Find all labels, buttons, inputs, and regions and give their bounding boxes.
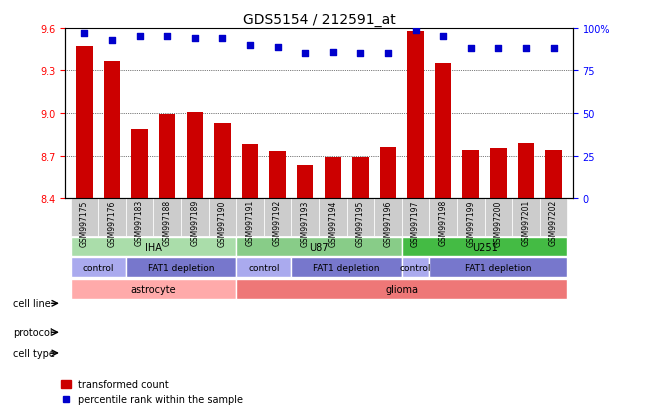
Text: GSM997196: GSM997196 (383, 200, 393, 246)
Point (521, 46, 531, 52)
Text: GSM997200: GSM997200 (494, 200, 503, 246)
Bar (187, 112, 203, 199)
FancyBboxPatch shape (70, 237, 236, 257)
FancyBboxPatch shape (236, 258, 292, 278)
FancyBboxPatch shape (512, 199, 540, 236)
Bar (132, 129, 148, 199)
Point (217, 36, 228, 43)
FancyBboxPatch shape (208, 199, 236, 236)
Bar (490, 149, 506, 199)
Text: GSM997176: GSM997176 (107, 200, 117, 246)
Title: GDS5154 / 212591_at: GDS5154 / 212591_at (243, 12, 395, 26)
FancyBboxPatch shape (484, 199, 512, 236)
FancyBboxPatch shape (154, 199, 181, 236)
Text: FAT1 depletion: FAT1 depletion (313, 263, 380, 272)
FancyBboxPatch shape (430, 199, 457, 236)
FancyBboxPatch shape (402, 237, 568, 257)
FancyBboxPatch shape (264, 199, 292, 236)
Bar (462, 150, 479, 199)
Text: glioma: glioma (385, 285, 419, 294)
Text: U87: U87 (309, 242, 329, 252)
FancyBboxPatch shape (319, 199, 346, 236)
Text: U251: U251 (472, 242, 497, 252)
Text: cell line: cell line (13, 299, 51, 309)
Text: GSM997175: GSM997175 (80, 200, 89, 246)
Text: GSM997194: GSM997194 (328, 200, 337, 246)
Text: IHA: IHA (145, 242, 162, 252)
Text: control: control (248, 263, 279, 272)
Point (245, 43, 255, 49)
FancyBboxPatch shape (402, 258, 430, 278)
FancyBboxPatch shape (292, 258, 402, 278)
Bar (380, 148, 396, 199)
Text: control: control (400, 263, 432, 272)
FancyBboxPatch shape (70, 199, 98, 236)
Legend: transformed count, percentile rank within the sample: transformed count, percentile rank withi… (57, 375, 247, 408)
FancyBboxPatch shape (540, 199, 568, 236)
Bar (297, 166, 314, 199)
Text: GSM997201: GSM997201 (521, 200, 531, 246)
Bar (408, 32, 424, 199)
Text: GSM997183: GSM997183 (135, 200, 144, 246)
Bar (270, 152, 286, 199)
Bar (104, 62, 120, 199)
Point (107, 38, 117, 44)
Point (438, 34, 449, 41)
Bar (324, 157, 341, 199)
Bar (214, 123, 230, 199)
Text: protocol: protocol (13, 328, 53, 337)
Text: FAT1 depletion: FAT1 depletion (465, 263, 532, 272)
FancyBboxPatch shape (70, 280, 236, 299)
Text: GSM997192: GSM997192 (273, 200, 282, 246)
Point (548, 46, 559, 52)
Bar (159, 115, 176, 199)
FancyBboxPatch shape (292, 199, 319, 236)
FancyBboxPatch shape (430, 258, 568, 278)
FancyBboxPatch shape (374, 199, 402, 236)
Bar (352, 157, 368, 199)
Point (493, 46, 504, 52)
FancyBboxPatch shape (126, 258, 236, 278)
Point (79, 31, 90, 37)
FancyBboxPatch shape (236, 280, 568, 299)
Point (189, 36, 200, 43)
Point (134, 34, 145, 41)
Text: GSM997197: GSM997197 (411, 200, 420, 246)
FancyBboxPatch shape (402, 199, 430, 236)
Text: GSM997193: GSM997193 (301, 200, 310, 246)
FancyBboxPatch shape (98, 199, 126, 236)
Point (410, 27, 421, 34)
Point (327, 50, 338, 56)
Bar (242, 145, 258, 199)
Bar (546, 150, 562, 199)
FancyBboxPatch shape (236, 199, 264, 236)
Bar (518, 143, 534, 199)
FancyBboxPatch shape (181, 199, 208, 236)
Point (465, 46, 476, 52)
Text: GSM997189: GSM997189 (190, 200, 199, 246)
Text: FAT1 depletion: FAT1 depletion (148, 263, 214, 272)
Point (272, 44, 283, 51)
Point (383, 51, 393, 58)
Text: GSM997202: GSM997202 (549, 200, 558, 246)
Text: GSM997199: GSM997199 (466, 200, 475, 246)
Text: GSM997188: GSM997188 (163, 200, 172, 246)
FancyBboxPatch shape (346, 199, 374, 236)
Point (355, 51, 366, 58)
Text: cell type: cell type (13, 348, 55, 358)
Point (162, 34, 173, 41)
Bar (435, 64, 451, 199)
Bar (76, 47, 92, 199)
Text: GSM997191: GSM997191 (245, 200, 255, 246)
FancyBboxPatch shape (457, 199, 484, 236)
Text: GSM997198: GSM997198 (439, 200, 448, 246)
FancyBboxPatch shape (70, 258, 126, 278)
Text: control: control (83, 263, 114, 272)
Text: GSM997190: GSM997190 (218, 200, 227, 246)
FancyBboxPatch shape (236, 237, 402, 257)
Text: GSM997195: GSM997195 (356, 200, 365, 246)
Text: astrocyte: astrocyte (131, 285, 176, 294)
Point (300, 51, 311, 58)
FancyBboxPatch shape (126, 199, 154, 236)
